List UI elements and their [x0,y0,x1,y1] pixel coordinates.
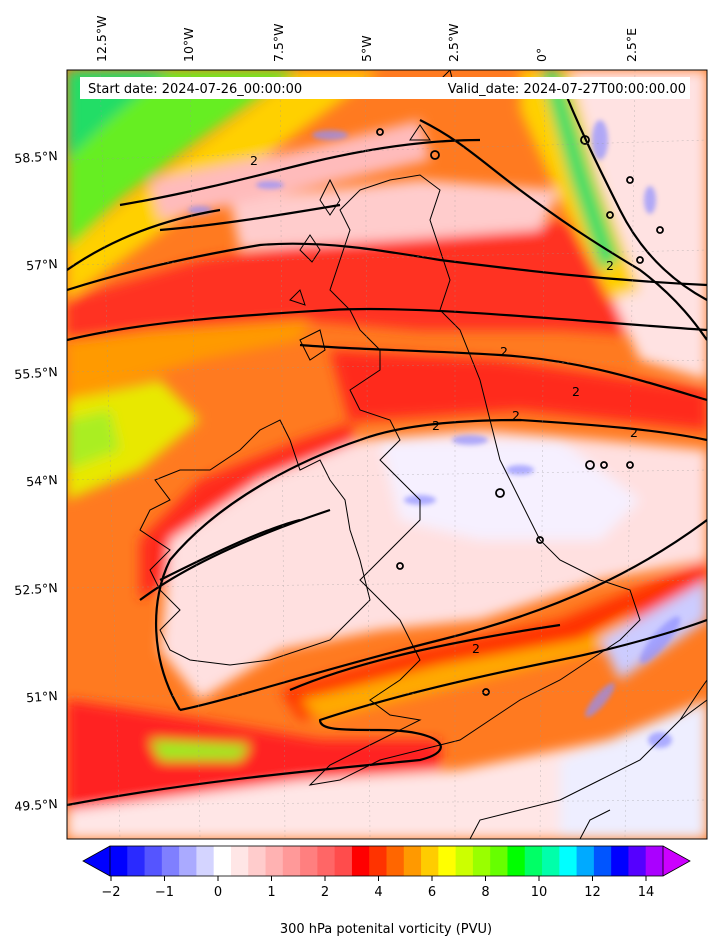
contour-label: 2 [512,408,520,423]
colorbar-tick-label: −1 [155,885,174,900]
colorbar-cell [438,846,457,876]
colorbar-cell [127,846,146,876]
contour-value-labels: 2 2 2 2 2 2 2 2 [250,153,638,656]
lon-label: 10°W [181,27,196,62]
latitude-labels: 58.5°N 57°N 55.5°N 54°N 52.5°N 51°N 49.5… [14,148,58,814]
pv-2-contours [67,79,707,807]
contour-label: 2 [472,641,480,656]
start-date: Start date: 2024-07-26_00:00:00 [88,82,302,97]
valid-date: Valid_date: 2024-07-27T00:00:00.00 [448,82,686,97]
lon-label: 0° [534,48,549,62]
colorbar-cell [628,846,647,876]
colorbar-tick-label: 12 [584,885,601,900]
coastlines [139,70,707,839]
contour-label: 2 [630,425,638,440]
colorbar-cell [196,846,215,876]
colorbar-tick-label: 1 [267,885,275,900]
longitude-labels: 12.5°W 10°W 7.5°W 5°W 2.5°W 0° 2.5°E [94,16,639,62]
colorbar-cell [230,846,249,876]
lon-label: 2.5°W [446,24,461,63]
colorbar-cell [524,846,543,876]
contour-label: 2 [572,384,580,399]
colorbar-cell [110,846,128,876]
colorbar-cell [507,846,526,876]
colorbar-tick-label: 8 [481,885,489,900]
contour-label: 2 [500,344,508,359]
colorbar-ticks: −2 −1 0 1 2 4 6 8 10 12 14 [101,876,654,900]
colorbar-cell [472,846,491,876]
colorbar-cell [213,846,232,876]
colorbar-cell [455,846,474,876]
colorbar-cell [179,846,197,876]
lat-label: 55.5°N [14,364,58,382]
colorbar-cell [403,846,422,876]
colorbar-cells [110,846,664,876]
colorbar-tick-label: 2 [321,885,329,900]
colorbar-cell [421,846,439,876]
lat-label: 57°N [26,256,58,273]
colorbar-cell [386,846,405,876]
colorbar-cell [300,846,318,876]
colorbar-cell [317,846,336,876]
colorbar-cell [351,846,370,876]
colorbar-cell [248,846,267,876]
colorbar-extend-low [83,846,110,876]
colorbar-cell [334,846,353,876]
colorbar-cell [611,846,629,876]
contour-label: 2 [606,258,614,273]
contour-label: 2 [250,153,258,168]
colorbar: −2 −1 0 1 2 4 6 8 10 12 14 300 hPa potenital vorti… [82,845,691,937]
colorbar-extend-high [663,846,690,876]
colorbar-tick-label: 14 [638,885,655,900]
lat-label: 54°N [26,472,58,489]
colorbar-cell [542,846,560,876]
pv-field-map: 2 2 2 2 2 2 2 2 [67,70,707,839]
lat-label: 51°N [26,688,58,705]
lon-label: 7.5°W [271,24,286,63]
lon-label: 12.5°W [94,16,109,62]
colorbar-cell [369,846,387,876]
colorbar-cell [265,846,284,876]
map-frame [66,69,708,840]
colorbar-cell [645,846,664,876]
colorbar-cell [282,846,301,876]
colorbar-cell [576,846,595,876]
date-header: Start date: 2024-07-26_00:00:00 Valid_da… [80,77,690,99]
colorbar-tick-label: −2 [101,885,120,900]
colorbar-cell [144,846,163,876]
colorbar-cell [593,846,612,876]
colorbar-tick-label: 0 [214,885,222,900]
colorbar-tick-label: 10 [531,885,548,900]
lon-label: 5°W [359,35,374,62]
colorbar-tick-label: 6 [428,885,436,900]
lat-label: 52.5°N [14,580,58,598]
contour-label: 2 [432,418,440,433]
colorbar-tick-label: 4 [374,885,382,900]
colorbar-cell [559,846,578,876]
colorbar-label: 300 hPa potenital vorticity (PVU) [280,922,492,937]
lat-label: 58.5°N [14,148,58,166]
lon-label: 2.5°E [624,28,639,62]
colorbar-cell [490,846,508,876]
colorbar-cell [161,846,180,876]
lat-label: 49.5°N [14,796,58,814]
